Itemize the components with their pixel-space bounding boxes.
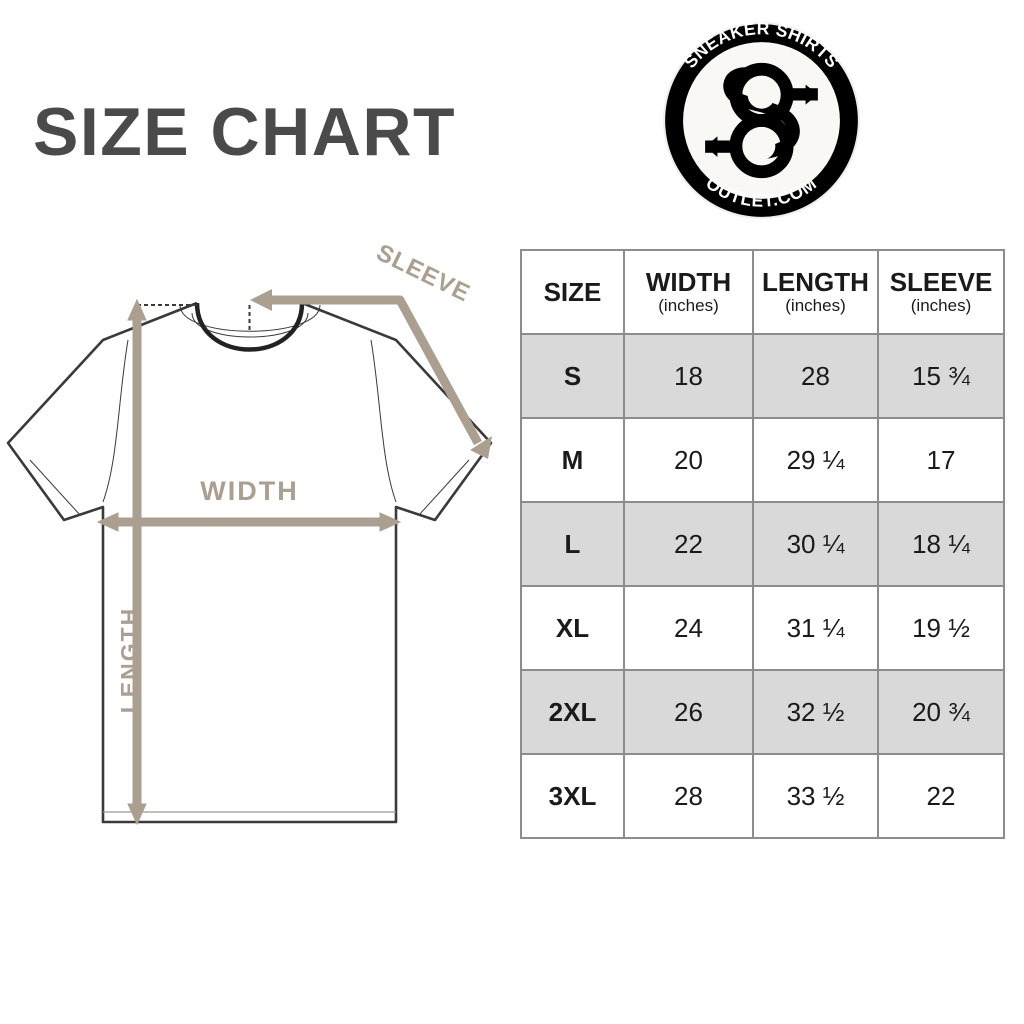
svg-text:LENGTH: LENGTH — [116, 607, 142, 714]
svg-text:WIDTH: WIDTH — [200, 476, 298, 506]
